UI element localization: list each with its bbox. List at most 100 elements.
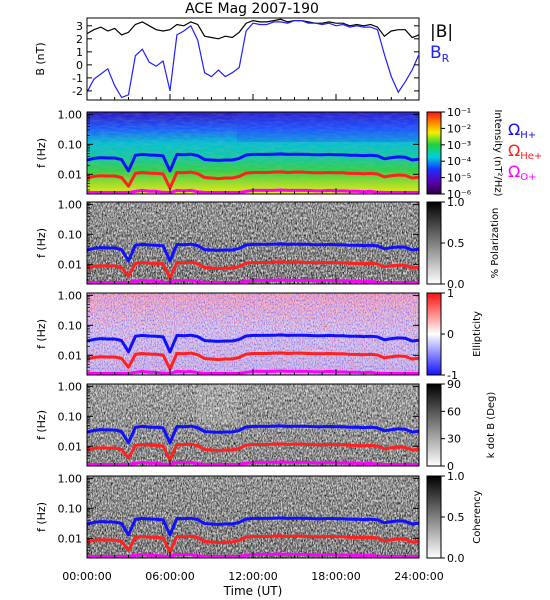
ellipticity-colorbar-tick-label: -1 [447, 369, 458, 382]
coherency-colorbar [426, 475, 442, 559]
ellipticity-y-ticks: 0.01 0.10 1.00 [58, 289, 419, 372]
intensity-colorbar-tick-label: 10⁻² [447, 122, 471, 135]
intensity-x-ticks [86, 188, 420, 194]
intensity-ytick-label: 0.10 [58, 138, 83, 151]
intensity-colorbar-ticks: 10⁻⁶ 10⁻⁵ 10⁻⁴ 10⁻³ 10⁻² 10⁻¹ [441, 106, 472, 201]
kdotb-colorbar-tick-label: 90 [447, 378, 461, 391]
ellipticity-colorbar-tick-label: 1 [447, 287, 454, 300]
polarization-colorbar-tick-label: 0.0 [447, 278, 465, 291]
mag-ytick-label: 0 [76, 59, 83, 72]
ellipticity-colorbar-tick-label: 0 [447, 328, 454, 341]
intensity-ytick-label: 0.01 [58, 168, 83, 181]
panel-coherency: 0.01 0.10 1.00 f (Hz) 0.0 0.5 1.0 Coherency [35, 470, 483, 565]
ellipticity-x-ticks [86, 369, 420, 375]
ellipticity-gyro-he [86, 351, 420, 371]
kdotb-y-ticks: 0.01 0.10 1.00 [58, 380, 419, 463]
kdotb-ytick-label: 1.00 [58, 380, 83, 393]
kdotb-colorbar [426, 383, 442, 467]
panel-ellipticity: 0.01 0.10 1.00 f (Hz) -1 0 1 Ellipticity [35, 287, 483, 382]
kdotb-ytick-label: 0.01 [58, 440, 83, 453]
mag-series-b-magnitude [86, 18, 420, 40]
kdotb-gyro-he [86, 442, 420, 462]
intensity-ylabel: f (Hz) [35, 138, 48, 168]
polarization-ylabel: f (Hz) [35, 228, 48, 258]
coherency-ylabel: f (Hz) [35, 502, 48, 532]
coherency-colorbar-tick-label: 0.0 [447, 552, 465, 565]
ellipticity-colorbar-ticks: -1 0 1 [441, 287, 458, 382]
mag-ytick-label: 2 [76, 33, 83, 46]
panel-polarization: 0.01 0.10 1.00 f (Hz) 0.0 0.5 1.0 % Polariza… [35, 196, 501, 291]
intensity-ytick-label: 1.00 [58, 108, 83, 121]
kdotb-colorbar-label: k dot B (Deg) [486, 392, 497, 459]
coherency-colorbar-ticks: 0.0 0.5 1.0 [441, 470, 465, 565]
coherency-ytick-label: 1.00 [58, 472, 83, 485]
intensity-colorbar-tick-label: 10⁻⁶ [447, 188, 472, 201]
intensity-colorbar-label: Intensity (nT²/Hz) [492, 109, 503, 196]
time-tick-label: 06:00:00 [145, 570, 194, 583]
mag-series-group [86, 18, 420, 99]
time-tick-label: 12:00:00 [228, 570, 277, 583]
coherency-colorbar-tick-label: 0.5 [447, 511, 465, 524]
coherency-ytick-label: 0.01 [58, 532, 83, 545]
coherency-y-ticks: 0.01 0.10 1.00 [58, 472, 419, 555]
mag-ytick-label: -2 [72, 85, 83, 98]
mag-ytick-label: -1 [72, 72, 83, 85]
polarization-gyro-h [86, 242, 420, 263]
polarization-gyro-he [86, 260, 420, 280]
figure-title: ACE Mag 2007-190 [185, 1, 319, 17]
legend-omega-h: ΩH+ [508, 120, 536, 141]
coherency-ytick-label: 0.10 [58, 502, 83, 515]
ellipticity-ytick-label: 1.00 [58, 289, 83, 302]
intensity-colorbar-tick-label: 10⁻¹ [447, 106, 471, 119]
kdotb-colorbar-tick-label: 0 [447, 460, 454, 473]
ellipticity-ytick-label: 0.10 [58, 319, 83, 332]
mag-x-ticks [86, 94, 420, 100]
intensity-gyro-h [86, 152, 420, 173]
kdotb-light-band [197, 384, 237, 424]
kdotb-gyro-h [86, 424, 420, 445]
polarization-ytick-label: 1.00 [58, 198, 83, 211]
kdotb-ylabel: f (Hz) [35, 410, 48, 440]
coherency-colorbar-label: Coherency [472, 490, 483, 543]
ellipticity-ytick-label: 0.01 [58, 349, 83, 362]
intensity-quiet-band [237, 112, 419, 142]
panel-kdotb: 0.01 0.10 1.00 f (Hz) 0 30 60 90 k dot B (Deg… [35, 378, 497, 473]
kdotb-x-ticks [86, 460, 420, 466]
mag-ytick-label: 1 [76, 46, 83, 59]
kdotb-colorbar-ticks: 0 30 60 90 [441, 378, 461, 473]
legend-b-radial: BR [430, 43, 450, 65]
ellipticity-colorbar [426, 292, 442, 376]
kdotb-ytick-label: 0.10 [58, 410, 83, 423]
time-tick-label: 24:00:00 [394, 570, 443, 583]
time-tick-label: 18:00:00 [311, 570, 360, 583]
kdotb-colorbar-tick-label: 60 [447, 405, 461, 418]
coherency-gyro-he [86, 534, 420, 554]
ellipticity-ylabel: f (Hz) [35, 319, 48, 349]
polarization-colorbar-tick-label: 0.5 [447, 237, 465, 250]
panel-mag-frame [86, 17, 420, 101]
polarization-ytick-label: 0.10 [58, 228, 83, 241]
mag-ytick-label: 3 [76, 20, 83, 33]
legend-b-magnitude: |B| [430, 22, 453, 42]
kdotb-colorbar-tick-label: 30 [447, 433, 461, 446]
intensity-colorbar-tick-label: 10⁻⁵ [447, 172, 471, 185]
intensity-y-ticks: 0.01 0.10 1.00 [58, 108, 419, 191]
intensity-gyro-he [86, 170, 420, 190]
polarization-colorbar-label: % Polarization [490, 208, 501, 279]
polarization-ytick-label: 0.01 [58, 258, 83, 271]
intensity-colorbar [426, 111, 442, 195]
ellipticity-gyro-h [86, 333, 420, 354]
time-axis-title: Time (UT) [223, 584, 283, 598]
polarization-colorbar-tick-label: 1.0 [447, 196, 465, 209]
legend-omega-he: ΩHe+ [508, 141, 542, 162]
polarization-y-ticks: 0.01 0.10 1.00 [58, 198, 419, 281]
ellipticity-colorbar-label: Ellipticity [472, 311, 483, 357]
time-axis-labels: 00:00:00 06:00:00 12:00:00 18:00:00 24:00:00 [62, 570, 443, 583]
time-tick-label: 00:00:00 [62, 570, 111, 583]
polarization-colorbar [426, 201, 442, 285]
coherency-gyro-h [86, 516, 420, 537]
intensity-colorbar-tick-label: 10⁻³ [447, 139, 471, 152]
